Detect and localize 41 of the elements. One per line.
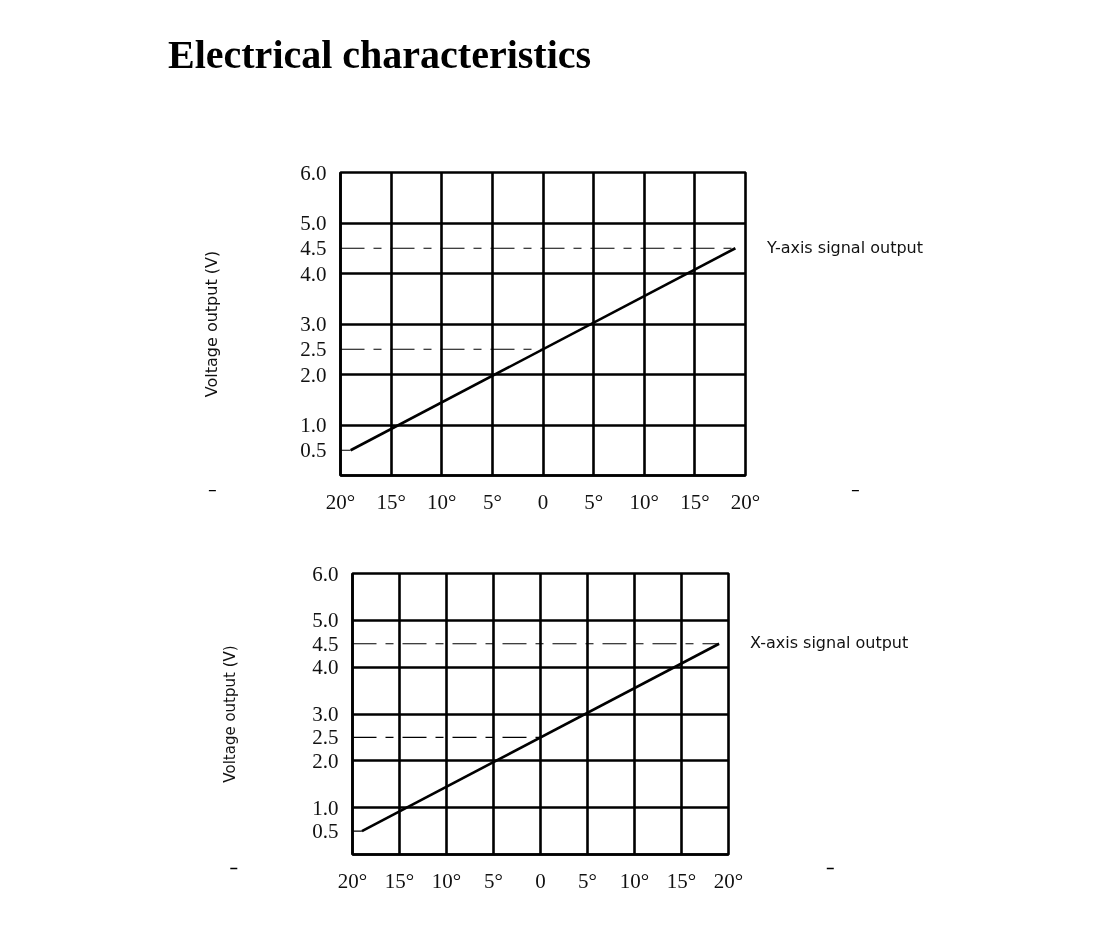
y-tick-label: 3.0 — [312, 702, 339, 726]
x-tick-label: 15° — [680, 489, 710, 514]
y-tick-label: 4.0 — [300, 261, 327, 286]
y-tick-label: 2.5 — [300, 337, 327, 362]
y-axis-title: Voltage output (V) — [221, 645, 240, 783]
y-tick-label: 6.0 — [312, 561, 339, 586]
x-tick-label: 5° — [482, 489, 502, 514]
y-tick-label: 6.0 — [300, 160, 327, 185]
y-tick-label: 0.5 — [312, 819, 339, 844]
y-tick-label: 4.0 — [312, 655, 339, 680]
x-tick-label: 20° — [730, 489, 761, 514]
x-tick-label: 15° — [666, 868, 697, 893]
y-tick-label: 3.0 — [300, 312, 327, 336]
x-tick-label: 10° — [431, 868, 462, 893]
series-label: Y-axis signal output — [767, 238, 923, 258]
y-tick-label: 4.5 — [300, 236, 327, 261]
x-tick-label: 20° — [325, 489, 356, 514]
x-tick-label: 20° — [337, 868, 368, 893]
y-tick-label: 5.0 — [312, 608, 339, 633]
chart-title: Electrical characteristics — [168, 32, 592, 78]
x-tick-label: 5° — [484, 868, 503, 893]
x-tick-label: 0 — [537, 489, 549, 514]
x-tick-label: 5° — [584, 489, 604, 514]
y-tick-label: 1.0 — [300, 413, 327, 437]
y-tick-label: 2.5 — [312, 725, 339, 750]
x-tick-label: 10° — [619, 868, 650, 893]
x-tick-label: 15° — [384, 868, 415, 893]
x-tick-label: 5° — [578, 868, 597, 893]
y-axis-title: Voltage output (V) — [202, 250, 222, 398]
x-tick-label: 15° — [376, 489, 406, 514]
x-tick-label: 0 — [535, 868, 546, 893]
y-tick-label: 1.0 — [312, 795, 339, 820]
y-tick-label: 2.0 — [300, 362, 327, 387]
y-tick-label: 2.0 — [312, 748, 339, 773]
x-tick-label: 10° — [629, 489, 659, 514]
y-tick-label: 0.5 — [300, 438, 327, 463]
x-tick-label: 20° — [713, 868, 744, 893]
y-tick-label: 4.5 — [312, 631, 339, 656]
y-tick-label: 5.0 — [300, 211, 327, 235]
series-label: X-axis signal output — [750, 633, 909, 653]
x-tick-label: 10° — [427, 489, 457, 514]
